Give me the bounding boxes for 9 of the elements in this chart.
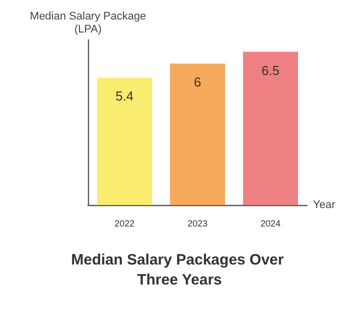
y-axis-title: Median Salary Package (LPA) [30, 10, 146, 36]
data-label: 6 [194, 74, 202, 90]
x-axis-title: Year [313, 199, 336, 211]
x-tick-label: 2023 [187, 218, 208, 228]
text: Median Salary Packages Over Three Years [71, 252, 288, 288]
x-tick-label: 2022 [114, 218, 135, 228]
data-label: 6.5 [261, 62, 280, 78]
x-tick-label: 2024 [260, 218, 281, 228]
data-label: 5.4 [115, 88, 134, 104]
